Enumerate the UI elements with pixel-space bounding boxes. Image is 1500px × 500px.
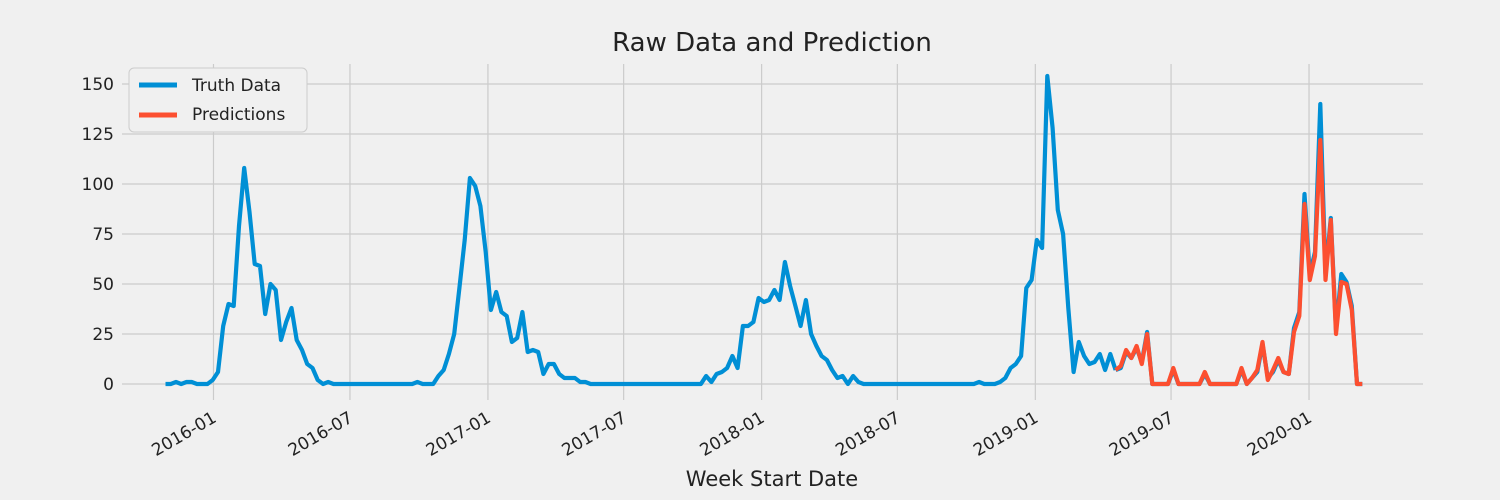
y-tick-label: 25: [92, 325, 114, 345]
series-lines: [165, 73, 1363, 387]
y-tick-label: 125: [82, 125, 114, 145]
y-tick-label: 0: [103, 375, 114, 395]
y-tick-label: 150: [82, 75, 114, 95]
legend-label-predictions: Predictions: [192, 105, 285, 125]
x-axis-label: Week Start Date: [686, 467, 858, 491]
y-tick-labels: 0 25 50 75 100 125 150: [82, 75, 114, 395]
legend-label-truth-data: Truth Data: [191, 76, 281, 96]
y-tick-label: 50: [92, 275, 114, 295]
chart-title: Raw Data and Prediction: [612, 28, 932, 58]
series-line-predictions: [1114, 137, 1363, 387]
series-line-truth-data: [165, 73, 1118, 387]
y-tick-label: 100: [82, 175, 114, 195]
legend: Truth Data Predictions: [128, 67, 308, 133]
y-tick-label: 75: [92, 225, 114, 245]
